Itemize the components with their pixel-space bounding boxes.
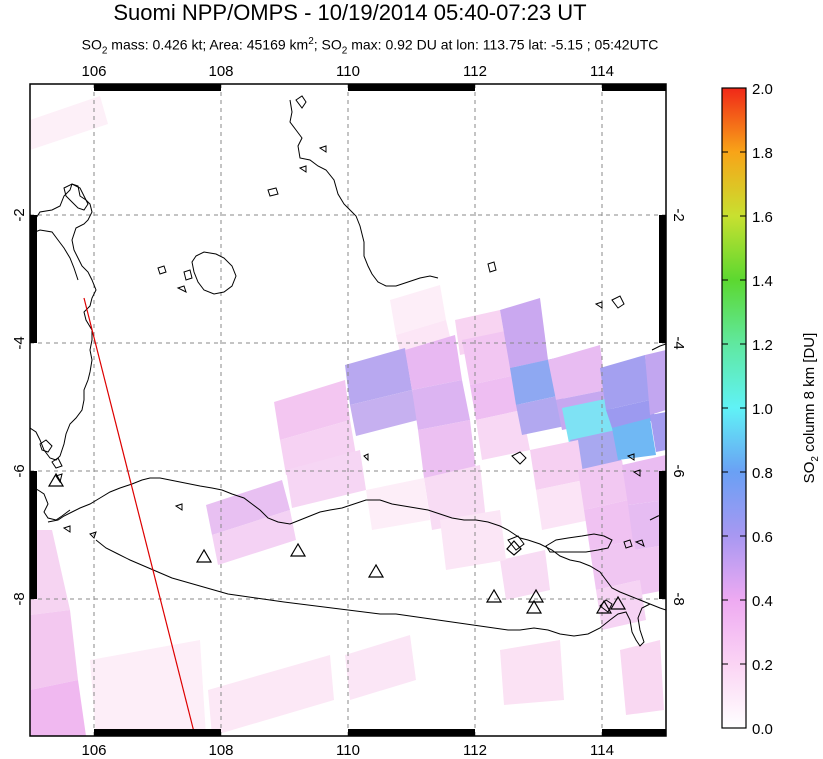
volcano-icon: [47, 472, 65, 487]
colorbar-tick-label: 0.0: [752, 721, 773, 738]
satellite-track: [83, 297, 196, 737]
colorbar-label: SO2 column 8 km [DU]: [801, 333, 821, 484]
lat-tick-label: -2: [670, 208, 687, 221]
lon-tick-label: 112: [463, 742, 487, 759]
graticule: [30, 84, 666, 736]
lon-tick-label: 106: [81, 742, 106, 759]
lat-labels-right: -2 -4 -6 -8: [670, 208, 687, 605]
colorbar-tick-label: 1.2: [752, 337, 773, 354]
lon-labels-top: 106 108 110 112 114: [81, 63, 613, 80]
lon-tick-label: 110: [336, 742, 360, 759]
colorbar-tick-label: 1.6: [752, 209, 773, 226]
map-title: Suomi NPP/OMPS - 10/19/2014 05:40-07:23 …: [113, 0, 587, 25]
lon-tick-label: 108: [208, 63, 233, 80]
lat-tick-label: -6: [11, 464, 28, 477]
lat-tick-label: -6: [670, 464, 687, 477]
volcano-icon: [195, 548, 213, 563]
lon-tick-label: 108: [208, 742, 233, 759]
lon-tick-label: 114: [590, 742, 614, 759]
lat-tick-label: -4: [670, 336, 687, 349]
colorbar-tick-label: 1.0: [752, 401, 773, 418]
volcano-icon: [609, 595, 627, 610]
lat-tick-label: -4: [11, 336, 28, 349]
volcano-icon: [525, 599, 543, 614]
colorbar-tick-label: 1.4: [752, 273, 773, 290]
lon-tick-label: 106: [81, 63, 106, 80]
colorbar-tick-label: 1.8: [752, 145, 773, 162]
volcano-icon: [367, 563, 385, 578]
volcano-markers: [47, 472, 627, 614]
lat-labels-left: -2 -4 -6 -8: [11, 208, 28, 605]
colorbar-tick-label: 0.6: [752, 529, 773, 546]
lon-tick-label: 112: [463, 63, 487, 80]
lon-tick-label: 110: [336, 63, 360, 80]
colorbar-tick-label: 0.8: [752, 465, 773, 482]
volcano-icon: [289, 542, 307, 557]
map-frame-bars: [30, 84, 666, 736]
colorbar: 2.0 1.8 1.6 1.4 1.2 1.0 0.8 0.6 0.4 0.2 …: [721, 81, 821, 738]
volcano-icon: [506, 540, 522, 556]
colorbar-tick-label: 0.4: [752, 593, 773, 610]
volcano-icon: [595, 599, 613, 614]
volcano-icon: [527, 588, 545, 603]
lat-tick-label: -8: [670, 592, 687, 605]
lat-tick-label: -2: [11, 208, 28, 221]
lon-tick-label: 114: [590, 63, 614, 80]
lat-tick-label: -8: [11, 592, 28, 605]
lon-labels-bottom: 106 108 110 112 114: [81, 742, 613, 759]
colorbar-tick-label: 0.2: [752, 657, 773, 674]
volcano-icon: [485, 588, 503, 603]
map-subtitle: SO2 mass: 0.426 kt; Area: 45169 km2; SO2…: [81, 36, 659, 57]
so2-pixel-layer: [30, 96, 666, 736]
coastline: [30, 95, 666, 647]
colorbar-tick-label: 2.0: [752, 81, 773, 98]
